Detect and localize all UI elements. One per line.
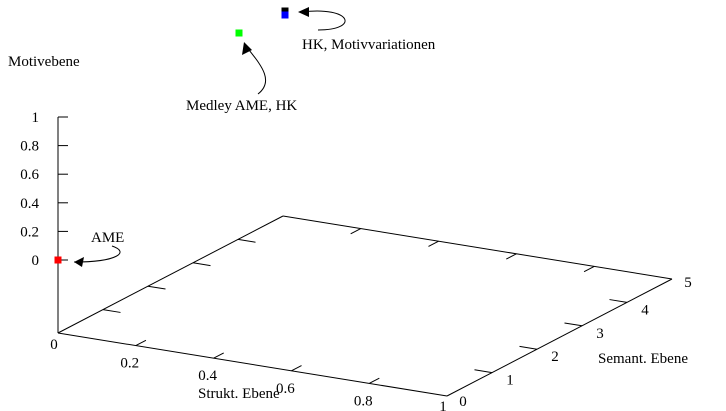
y-tick-label: 5 <box>684 275 692 291</box>
annotations: AME Medley AME, HK HK, Motivvariationen <box>73 7 436 267</box>
y-tick-mark <box>609 299 628 303</box>
floor-left-edge <box>57 215 284 334</box>
y-tick-mark-back <box>237 238 256 243</box>
data-point-edge <box>281 7 289 13</box>
x-tick-label: 0.4 <box>198 368 217 384</box>
x-tick-mark-back <box>583 265 595 273</box>
x-tick-label: 1 <box>439 399 447 411</box>
z-tick-label: 1 <box>32 110 40 126</box>
y-axis-title: Semant. Ebene <box>598 351 688 367</box>
y-tick-mark <box>519 345 538 350</box>
data-point <box>54 256 62 264</box>
data-point <box>281 11 289 19</box>
y-tick-mark <box>474 369 493 374</box>
y-tick-label: 0 <box>459 394 467 410</box>
data-point <box>235 29 243 37</box>
z-tick-label: 0.2 <box>20 224 39 240</box>
axes: Strukt. Ebene Semant. Ebene Motivebene <box>8 54 688 402</box>
x-axis-line <box>57 332 448 397</box>
y-tick-label: 2 <box>551 349 559 365</box>
annotation-arrow <box>301 10 346 31</box>
data-points <box>54 7 289 264</box>
y-tick-mark <box>564 322 583 327</box>
x-tick-mark-back <box>428 240 439 247</box>
annotation-label: AME <box>91 230 124 246</box>
arrowhead <box>242 42 252 55</box>
annotation-arrow <box>245 45 267 95</box>
z-tick-label: 0.4 <box>20 196 39 212</box>
y-tick-mark-back <box>102 309 121 313</box>
y-axis-line <box>446 278 673 397</box>
x-tick-label: 0.8 <box>354 393 373 409</box>
y-tick-mark-back <box>147 285 166 290</box>
floor-back-edge <box>282 215 673 280</box>
y-tick-label: 1 <box>506 373 514 389</box>
x-axis-title: Strukt. Ebene <box>198 386 280 402</box>
arrowhead <box>74 257 84 267</box>
annotation-label: HK, Motivvariationen <box>302 37 436 53</box>
y-tick-mark-back <box>192 262 211 267</box>
z-tick-label: 0.8 <box>20 139 39 155</box>
x-tick-mark <box>213 352 224 359</box>
x-tick-mark <box>291 365 302 372</box>
x-tick-mark-back <box>350 228 362 235</box>
x-tick-label: 0.2 <box>120 356 139 372</box>
x-tick-mark <box>135 339 147 347</box>
y-tick-label: 4 <box>641 302 649 318</box>
z-axis-title: Motivebene <box>8 54 80 70</box>
x-tick-label: 0 <box>50 337 58 353</box>
x-tick-mark <box>368 377 380 384</box>
x-tick-mark-back <box>506 253 517 260</box>
annotation-label: Medley AME, HK <box>186 98 297 114</box>
x-tick-label: 0.6 <box>276 381 295 397</box>
y-tick-label: 3 <box>596 326 604 342</box>
annotation-arrow <box>73 245 121 263</box>
z-tick-label: 0.6 <box>20 167 39 183</box>
z-tick-label: 0 <box>32 253 40 269</box>
arrowhead <box>298 7 309 17</box>
